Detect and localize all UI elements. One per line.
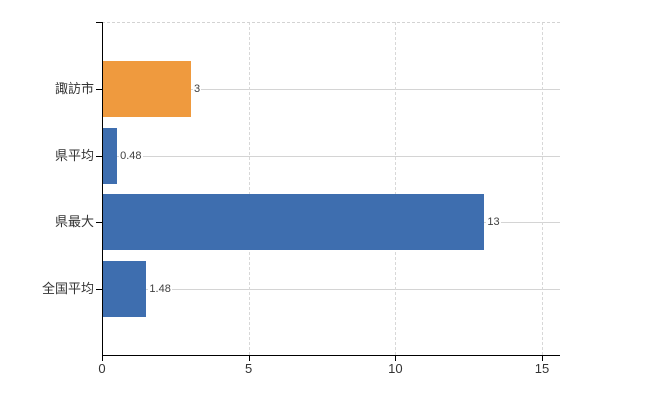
- bar: [103, 194, 484, 250]
- category-label: 全国平均: [41, 280, 94, 296]
- v-gridline: [542, 22, 543, 355]
- v-gridline: [248, 22, 250, 355]
- x-tick-mark: [395, 356, 397, 361]
- category-label: 県平均: [54, 147, 94, 163]
- x-tick-label: 15: [534, 361, 550, 376]
- y-axis-line: [102, 22, 103, 356]
- y-axis-top-tick: [96, 22, 102, 23]
- x-tick-label: 10: [388, 361, 403, 376]
- bar: [103, 127, 117, 184]
- y-tick-mark: [96, 155, 102, 157]
- x-axis-line: [102, 355, 560, 356]
- x-tick-label: 0: [98, 361, 106, 376]
- bar-value-label: 13: [486, 215, 501, 229]
- y-tick-mark: [96, 288, 102, 290]
- bar: [103, 61, 191, 117]
- h-gridline: [102, 288, 560, 290]
- category-label: 諏訪市: [54, 81, 94, 96]
- x-tick-label: 5: [245, 361, 253, 376]
- x-tick-mark: [248, 356, 250, 361]
- bar: [103, 260, 146, 317]
- bar-value-label: 0.48: [119, 148, 143, 163]
- bar-value-label: 1.48: [148, 281, 172, 296]
- category-label: 県最大: [54, 214, 94, 229]
- y-tick-mark: [96, 89, 102, 90]
- x-tick-mark: [542, 356, 543, 361]
- v-gridline: [395, 22, 397, 355]
- bar-value-label: 3: [193, 82, 202, 96]
- y-tick-mark: [96, 222, 102, 223]
- plot-top-border: [102, 22, 560, 23]
- x-tick-mark: [102, 356, 103, 361]
- h-gridline: [102, 155, 560, 157]
- h-gridline: [102, 89, 560, 90]
